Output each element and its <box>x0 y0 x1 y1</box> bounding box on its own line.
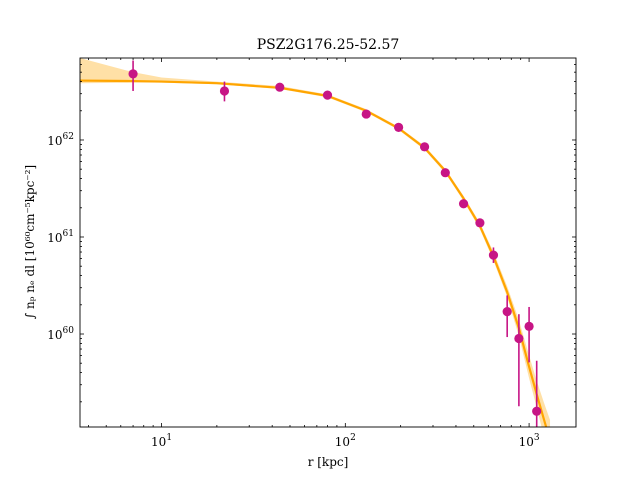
data-point <box>440 168 450 178</box>
chart-title: PSZ2G176.25-52.57 <box>257 37 400 53</box>
plot-frame <box>79 57 577 428</box>
x-tick-label: 101 <box>151 433 172 449</box>
x-tick-label: 102 <box>335 433 356 449</box>
plot-area: 101 102 103 1060 1061 1062 <box>47 57 577 449</box>
data-point <box>458 199 469 209</box>
y-tick-label: 1061 <box>47 229 74 245</box>
data-point <box>502 307 512 317</box>
data-point <box>514 333 524 344</box>
y-axis-label: ∫ nₚ nₑ dl [10⁶⁰cm⁻⁵kpc⁻²] <box>23 165 37 319</box>
data-point <box>361 109 371 119</box>
data-point <box>532 406 542 416</box>
data-point <box>219 86 230 96</box>
data-point <box>394 122 404 132</box>
plot-content <box>80 58 551 427</box>
y-tick-label: 1060 <box>47 326 74 342</box>
data-point <box>275 82 285 92</box>
data-point <box>322 90 333 100</box>
x-tick-label: 103 <box>519 433 540 449</box>
data-point <box>488 250 499 260</box>
x-axis-label: r [kpc] <box>308 455 349 469</box>
data-point <box>524 321 534 331</box>
data-point <box>419 142 430 152</box>
data-point <box>128 69 138 79</box>
y-tick-label: 1062 <box>47 132 74 148</box>
data-point <box>475 218 485 228</box>
